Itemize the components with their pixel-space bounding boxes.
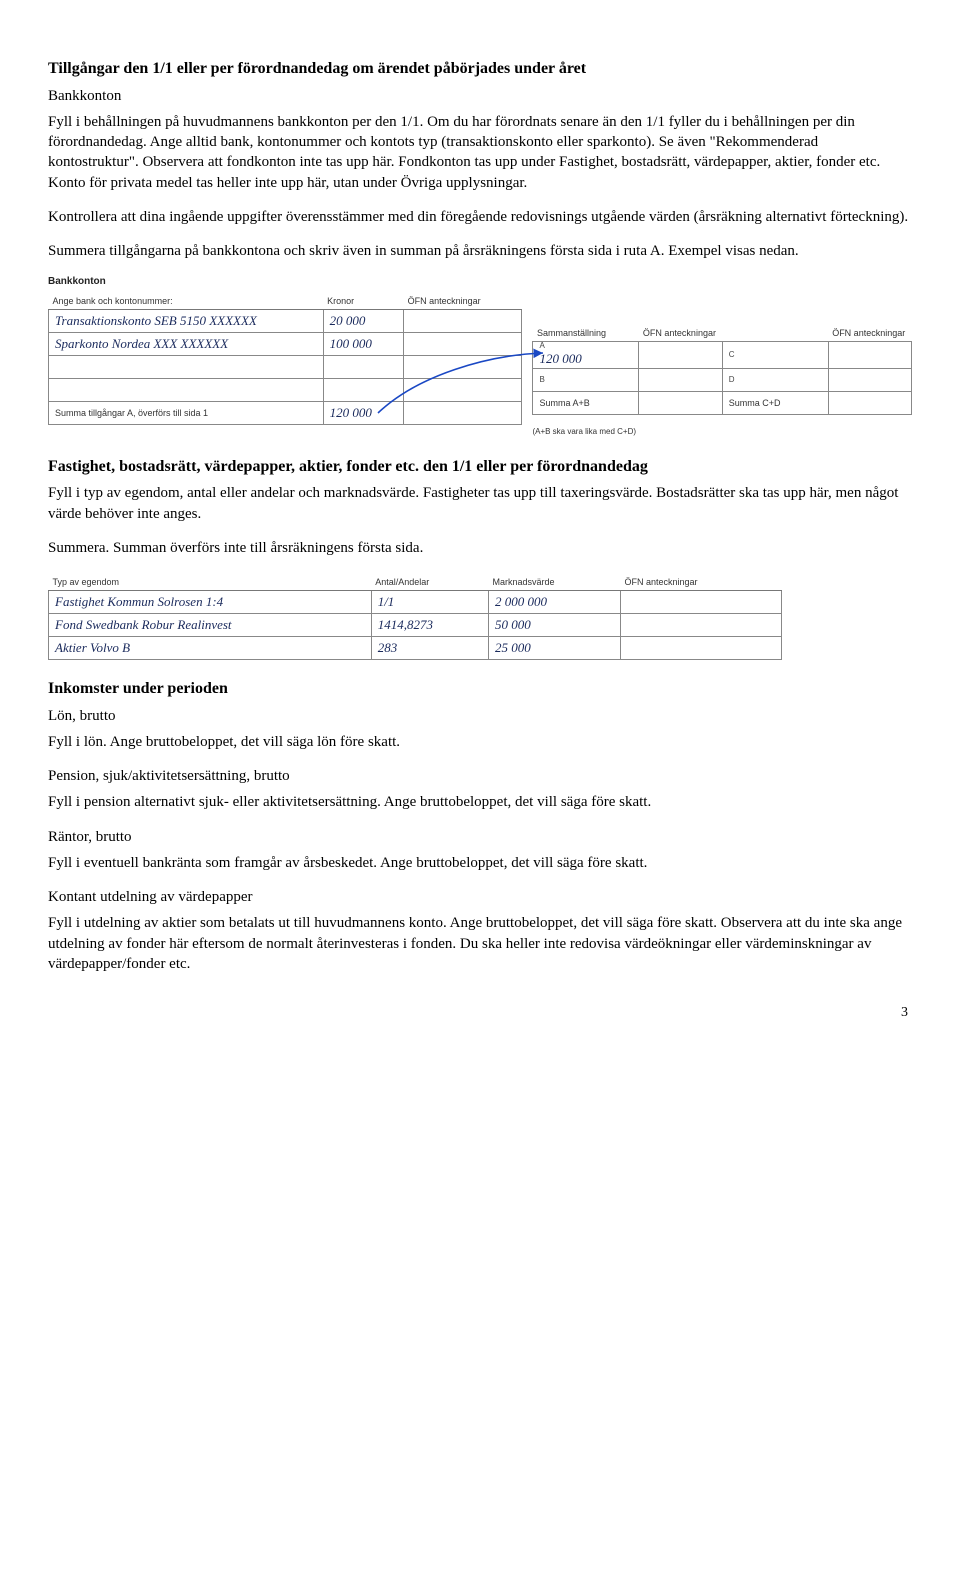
table-row: Transaktionskonto SEB 5150 XXXXXX 20 000 <box>49 309 522 332</box>
section1-para1: Fyll i behållningen på huvudmannens bank… <box>48 112 912 193</box>
summary-sum-row: Summa A+B Summa C+D <box>533 391 912 414</box>
prop2-type: Aktier Volvo B <box>55 640 130 655</box>
summary-title: Sammanställning <box>533 323 639 342</box>
table-row: B D <box>533 368 912 391</box>
table-row: A 120 000 C <box>533 342 912 369</box>
cell-b-label: B <box>539 376 632 384</box>
summary-ofn2: ÖFN anteckningar <box>828 323 911 342</box>
section2-title: Fastighet, bostadsrätt, värdepapper, akt… <box>48 456 912 478</box>
bank-table: Ange bank och kontonummer: Kronor ÖFN an… <box>48 291 522 425</box>
cell-c-label: C <box>729 351 822 359</box>
property-table: Typ av egendom Antal/Andelar Marknadsvär… <box>48 572 782 660</box>
bank-footer-amount: 120 000 <box>330 405 372 420</box>
sum-cd-label: Summa C+D <box>722 391 828 414</box>
prop1-val: 50 000 <box>495 617 531 632</box>
lon-text: Fyll i lön. Ange bruttobeloppet, det vil… <box>48 732 912 752</box>
bank-row0-amt: 20 000 <box>330 313 366 328</box>
prop-col-antal: Antal/Andelar <box>371 572 488 591</box>
page-number: 3 <box>48 1004 912 1023</box>
cell-a-value: 120 000 <box>539 351 581 366</box>
prop1-antal: 1414,8273 <box>378 617 433 632</box>
bank-forms-row: Bankkonton Ange bank och kontonummer: Kr… <box>48 275 912 437</box>
section1-para2: Kontrollera att dina ingående uppgifter … <box>48 207 912 227</box>
table-row <box>49 355 522 378</box>
bankkonton-subhead: Bankkonton <box>48 86 912 106</box>
rant-sub: Räntor, brutto <box>48 827 912 847</box>
cell-d-label: D <box>729 376 822 384</box>
prop-col-type: Typ av egendom <box>49 572 372 591</box>
bank-footer-label: Summa tillgångar A, överförs till sida 1 <box>49 401 324 424</box>
bank-row0-acct: Transaktionskonto SEB 5150 XXXXXX <box>55 313 257 328</box>
section2-para1: Fyll i typ av egendom, antal eller andel… <box>48 483 912 524</box>
table-row: Fond Swedbank Robur Realinvest 1414,8273… <box>49 614 782 637</box>
table-row: Sparkonto Nordea XXX XXXXXX 100 000 <box>49 332 522 355</box>
lon-sub: Lön, brutto <box>48 706 912 726</box>
summary-note: (A+B ska vara lika med C+D) <box>532 425 912 438</box>
prop-col-ofn: ÖFN anteckningar <box>621 572 782 591</box>
bank-row1-amt: 100 000 <box>330 336 372 351</box>
pen-text: Fyll i pension alternativt sjuk- eller a… <box>48 792 912 812</box>
section3-title: Inkomster under perioden <box>48 678 912 700</box>
bank-row1-acct: Sparkonto Nordea XXX XXXXXX <box>55 336 228 351</box>
bank-col-ofn: ÖFN anteckningar <box>404 291 522 310</box>
section1-para3: Summera tillgångarna på bankkontona och … <box>48 241 912 261</box>
prop0-type: Fastighet Kommun Solrosen 1:4 <box>55 594 223 609</box>
section2-para2: Summera. Summan överförs inte till årsrä… <box>48 538 912 558</box>
sum-ab-label: Summa A+B <box>533 391 639 414</box>
prop1-type: Fond Swedbank Robur Realinvest <box>55 617 232 632</box>
prop2-val: 25 000 <box>495 640 531 655</box>
bank-table-heading: Bankkonton <box>48 275 522 289</box>
utd-sub: Kontant utdelning av värdepapper <box>48 887 912 907</box>
rant-text: Fyll i eventuell bankränta som framgår a… <box>48 853 912 873</box>
cell-a-label: A <box>539 342 632 350</box>
prop0-antal: 1/1 <box>378 594 395 609</box>
summary-ofn1: ÖFN anteckningar <box>639 323 722 342</box>
summary-table: Sammanställning ÖFN anteckningar ÖFN ant… <box>532 323 912 415</box>
table-row: Fastighet Kommun Solrosen 1:4 1/1 2 000 … <box>49 591 782 614</box>
prop0-val: 2 000 000 <box>495 594 547 609</box>
section1-title: Tillgångar den 1/1 eller per förordnande… <box>48 58 912 80</box>
utd-text: Fyll i utdelning av aktier som betalats … <box>48 913 912 974</box>
bank-footer-row: Summa tillgångar A, överförs till sida 1… <box>49 401 522 424</box>
table-row <box>49 378 522 401</box>
bank-col-account: Ange bank och kontonummer: <box>49 291 324 310</box>
prop2-antal: 283 <box>378 640 398 655</box>
table-row: Aktier Volvo B 283 25 000 <box>49 637 782 660</box>
prop-col-value: Marknadsvärde <box>489 572 621 591</box>
pen-sub: Pension, sjuk/aktivitetsersättning, brut… <box>48 766 912 786</box>
bank-col-kronor: Kronor <box>323 291 403 310</box>
